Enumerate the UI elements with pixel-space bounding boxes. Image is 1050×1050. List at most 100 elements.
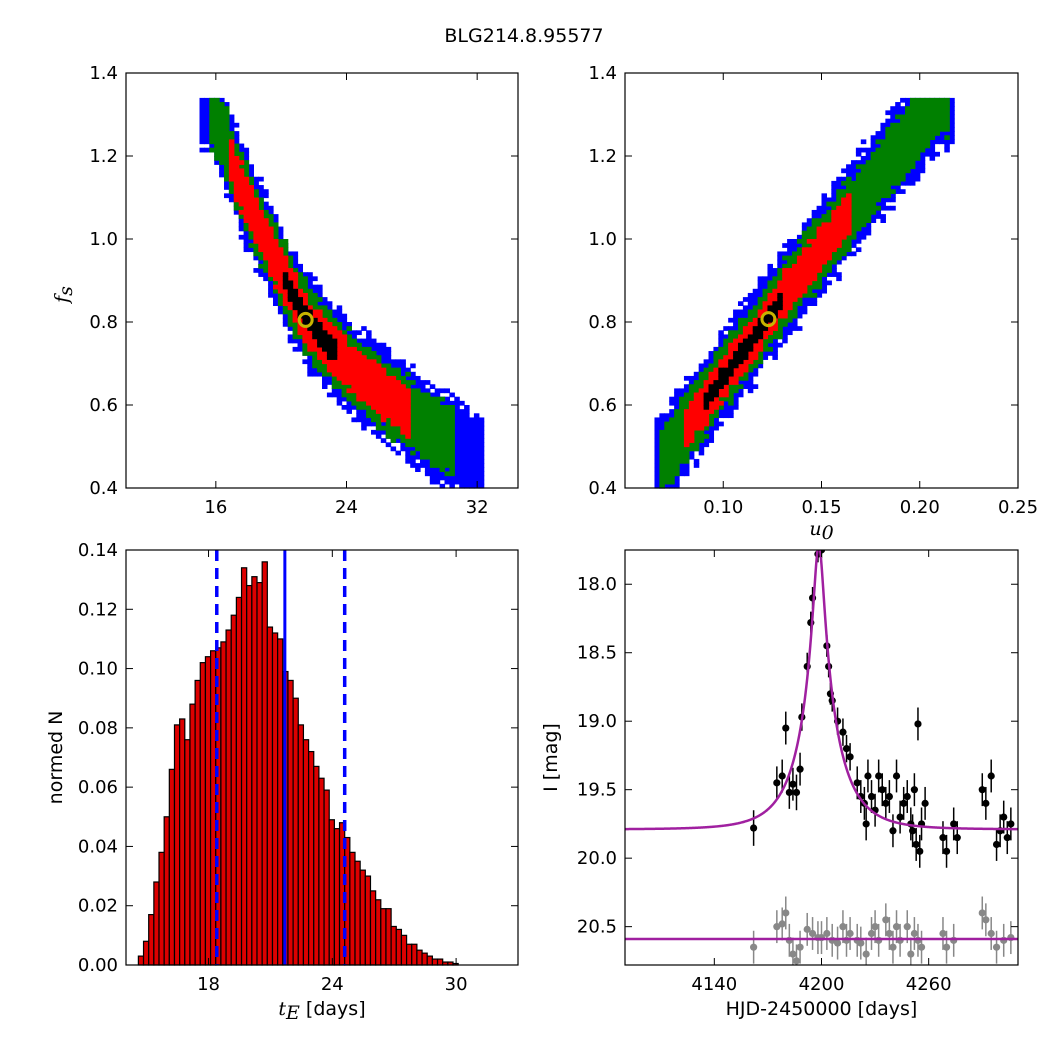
density-cell (792, 317, 798, 323)
density-cell (302, 346, 308, 352)
density-cell (224, 156, 230, 161)
density-cell (792, 326, 798, 331)
density-cell (826, 218, 832, 223)
density-cell (865, 209, 872, 215)
density-cell (292, 288, 299, 294)
density-cell (233, 172, 240, 178)
density-cell (767, 338, 773, 344)
density-cell (410, 384, 416, 389)
density-cell (816, 230, 823, 236)
density-cell (371, 380, 377, 385)
density-cell (469, 475, 475, 481)
density-cell (846, 180, 852, 186)
density-cell (693, 421, 700, 427)
density-cell (905, 97, 911, 103)
density-cell (875, 214, 882, 219)
density-cell (762, 355, 769, 360)
density-cell (929, 106, 936, 111)
density-cell (708, 405, 715, 410)
density-cell (263, 205, 269, 211)
density-cell (698, 429, 705, 435)
density-cell (366, 342, 372, 348)
density-cell (469, 446, 475, 452)
density-cell (385, 392, 392, 398)
density-cell (841, 185, 847, 190)
density-cell (282, 297, 289, 302)
density-cell (900, 143, 906, 149)
density-cell (698, 396, 705, 402)
density-cell (307, 301, 313, 306)
density-cell (890, 168, 896, 174)
density-cell (792, 301, 798, 306)
density-cell (895, 102, 901, 107)
density-cell (752, 367, 759, 373)
density-cell (752, 355, 759, 360)
density-cell (787, 330, 793, 336)
density-cell (723, 384, 729, 389)
density-cell (351, 330, 357, 336)
density-cell (273, 214, 279, 219)
density-cell (664, 413, 670, 419)
density-cell (449, 434, 455, 439)
density-cell (204, 118, 210, 124)
density-cell (855, 222, 862, 228)
density-cell (742, 334, 749, 340)
density-cell (880, 180, 886, 186)
density-cell (331, 388, 338, 394)
density-cell (469, 417, 475, 423)
density-cell (816, 276, 823, 282)
density-cell (811, 230, 818, 236)
density-cell (395, 429, 401, 435)
density-cell (204, 110, 210, 116)
density-cell (307, 288, 313, 294)
density-cell (380, 363, 387, 369)
density-cell (429, 409, 436, 414)
density-cell (312, 351, 318, 356)
density-cell (782, 272, 788, 277)
density-cell (248, 222, 254, 228)
density-cell (674, 471, 680, 477)
density-cell (341, 317, 348, 323)
density-cell (424, 438, 431, 443)
density-cell (905, 180, 911, 186)
density-cell (356, 413, 362, 419)
density-cell (816, 218, 823, 223)
density-cell (762, 346, 769, 352)
density-cell (934, 122, 940, 128)
density-cell (449, 467, 455, 472)
density-cell (375, 429, 382, 435)
density-cell (224, 131, 230, 136)
density-cell (919, 135, 926, 140)
density-cell (792, 292, 798, 298)
density-cell (895, 147, 901, 153)
density-cell (742, 317, 749, 323)
density-cell (336, 305, 343, 311)
density-cell (224, 122, 230, 128)
density-cell (860, 193, 867, 199)
density-cell (821, 263, 828, 269)
density-cell (400, 375, 406, 381)
density-cell (346, 338, 352, 344)
density-cell (204, 122, 210, 128)
density-cell (831, 193, 837, 199)
density-cell (703, 375, 710, 381)
density-cell (900, 110, 906, 116)
density-cell (811, 288, 818, 294)
density-cell (224, 118, 230, 124)
density-cell (914, 102, 921, 107)
density-cell (683, 450, 690, 456)
density-cell (268, 230, 274, 236)
density-cell (777, 342, 783, 348)
density-cell (811, 247, 818, 253)
density-cell (875, 197, 882, 203)
density-cell (317, 326, 323, 331)
density-cell (459, 467, 465, 472)
density-cell (297, 288, 303, 294)
density-cell (346, 400, 352, 406)
density-cell (228, 180, 235, 186)
density-cell (312, 305, 318, 311)
density-cell (836, 201, 842, 207)
density-cell (415, 375, 421, 381)
density-cell (831, 197, 837, 203)
density-cell (258, 222, 264, 228)
